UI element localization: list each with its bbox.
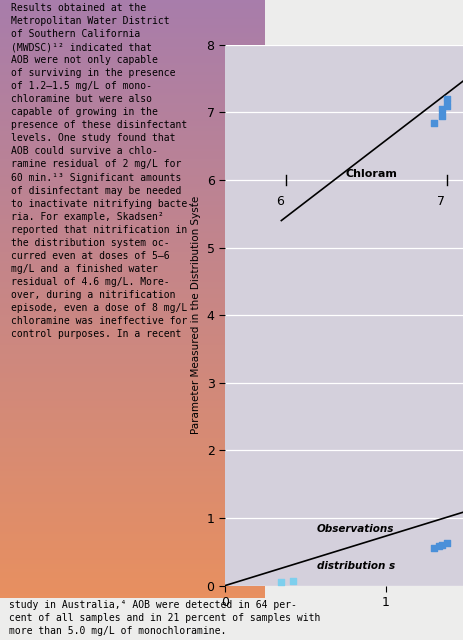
Text: Results obtained at the
Metropolitan Water District
of Southern California
(MWDS: Results obtained at the Metropolitan Wat…: [11, 3, 192, 339]
Text: Observations: Observations: [316, 524, 393, 534]
Point: [288, 576, 296, 586]
Point: [434, 541, 442, 552]
Point: [442, 538, 450, 548]
Point: [277, 577, 284, 588]
Point: [442, 100, 450, 111]
Point: [430, 117, 437, 127]
Point: [442, 93, 450, 104]
Point: [430, 543, 437, 554]
Text: Chloram: Chloram: [345, 168, 397, 179]
Y-axis label: Parameter Measured in the Distribution Syste: Parameter Measured in the Distribution S…: [191, 196, 200, 435]
Point: [438, 540, 445, 550]
Text: distribution s: distribution s: [316, 561, 394, 572]
Point: [438, 104, 445, 114]
Point: [438, 111, 445, 121]
Text: study in Australia,⁴ AOB were detected in 64 per-
cent of all samples and in 21 : study in Australia,⁴ AOB were detected i…: [9, 600, 320, 636]
Text: 6: 6: [275, 195, 283, 208]
Text: 7: 7: [436, 195, 444, 208]
